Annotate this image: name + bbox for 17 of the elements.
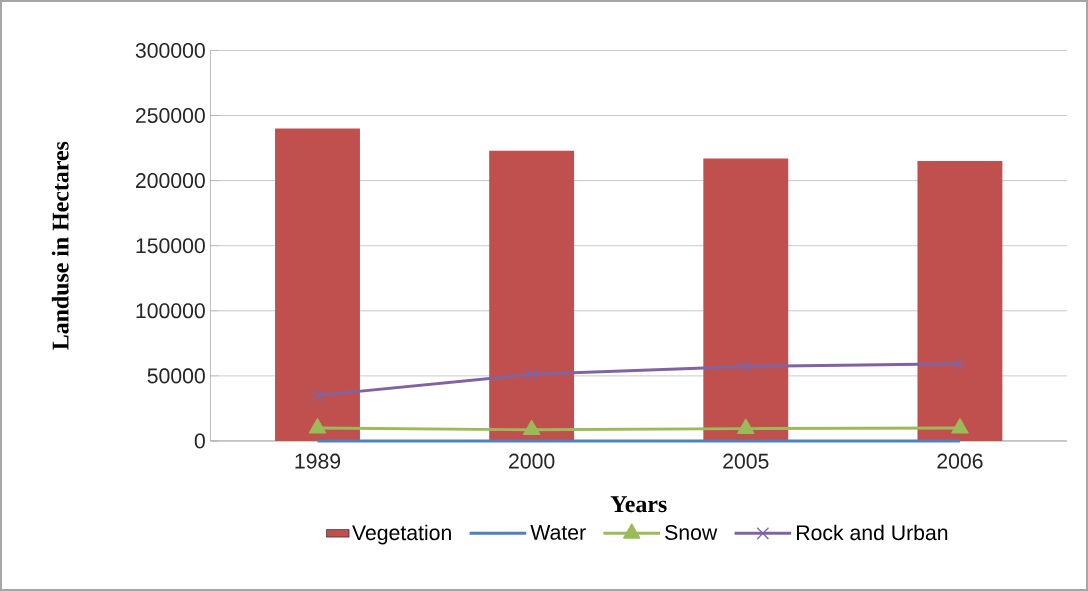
y-tick-label: 0 — [194, 433, 205, 449]
x-axis-title: Years — [610, 496, 667, 513]
y-tick-label: 150000 — [136, 238, 205, 254]
legend-label: Rock and Urban — [797, 524, 948, 541]
y-tick-label: 250000 — [135, 108, 205, 124]
y-tick-label: 200000 — [135, 173, 205, 189]
y-axis-title: Landuse in Hectares — [51, 141, 69, 350]
x-tick-label: 2006 — [937, 453, 983, 469]
y-tick-label: 300000 — [135, 42, 205, 58]
x-tick-label: 2000 — [509, 453, 555, 469]
legend-label: Water — [530, 525, 586, 540]
x-tick-label: 2005 — [723, 453, 769, 469]
legend-label: Vegetation — [352, 524, 451, 545]
legend-label: Snow — [665, 524, 718, 540]
y-tick-label: 100000 — [136, 303, 205, 319]
y-tick-label: 50000 — [147, 368, 205, 384]
x-tick-label: 1989 — [295, 453, 341, 469]
